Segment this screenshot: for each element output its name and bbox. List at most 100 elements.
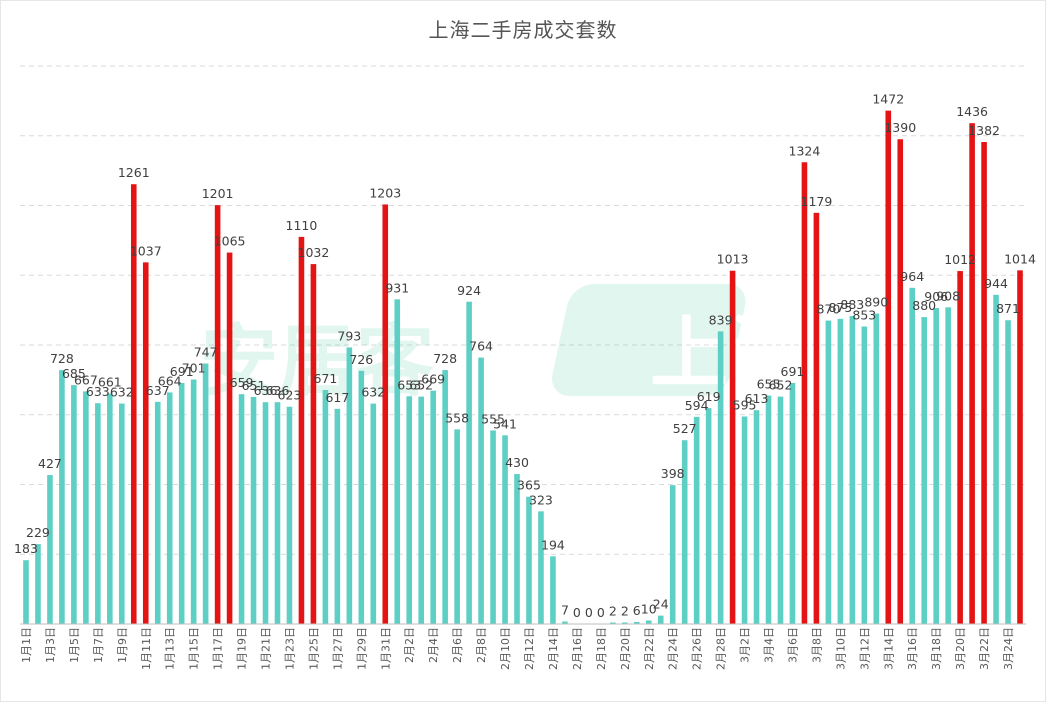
x-tick-label: 1月21日 [260,627,273,670]
x-tick-label: 1月9日 [116,627,129,663]
x-tick-label: 1月25日 [307,627,320,670]
data-label: 685 [62,366,86,381]
x-tick-label: 3月24日 [1002,627,1015,670]
bar-2月25日 [681,440,688,624]
bar-1月18日 [226,252,233,624]
x-tick-label: 2月20日 [619,627,632,670]
bar-2月11日 [514,474,520,624]
bar-1月23日 [286,406,293,624]
data-label: 323 [529,492,553,507]
bar-3月5日 [777,396,784,624]
data-label: 875 [828,300,852,315]
bar-2月8日 [478,357,484,624]
x-tick-label: 2月26日 [691,627,704,670]
x-tick-label: 1月13日 [164,627,177,670]
x-tick-label: 1月11日 [140,627,153,670]
x-tick-label: 2月2日 [403,627,416,663]
data-label: 669 [421,372,445,387]
data-label: 652 [409,378,433,393]
data-label: 667 [74,372,98,387]
x-tick-label: 3月4日 [763,627,776,663]
x-tick-label: 1月7日 [92,627,105,663]
data-label: 229 [26,525,50,540]
data-label: 728 [50,351,74,366]
bar-2月7日 [466,301,472,624]
data-label: 1179 [801,194,833,209]
data-label: 398 [661,466,685,481]
data-label: 194 [541,537,565,552]
data-label: 1032 [298,245,330,260]
bar-1月13日 [166,392,173,624]
bar-2月12日 [526,496,532,624]
bar-3月9日 [825,320,832,624]
data-label: 2 [609,604,617,619]
bar-3月18日 [933,308,939,624]
bar-1月2日 [35,544,41,624]
bar-1月22日 [274,402,281,624]
bar-3月15日 [897,139,904,625]
data-label: 691 [170,364,194,379]
bar-3月19日 [945,307,951,624]
data-label: 1203 [369,185,401,200]
bar-3月21日 [969,123,975,624]
x-tick-label: 2月22日 [643,627,656,670]
bar-3月17日 [921,317,927,624]
bar-3月13日 [873,313,880,624]
x-tick-label: 1月27日 [331,627,344,670]
x-tick-label: 3月14日 [882,627,895,670]
bar-2月6日 [454,429,460,624]
data-label: 839 [709,312,733,327]
bar-3月8日 [813,212,820,624]
data-label: 764 [469,339,493,354]
data-label: 24 [653,597,669,612]
bar-3月23日 [993,294,999,624]
bar-2月21日 [633,621,640,624]
bar-3月4日 [765,395,772,624]
bar-3月16日 [909,287,916,624]
bar-2月2日 [406,396,413,624]
bar-2月3日 [418,396,424,624]
bar-1月8日 [107,393,113,624]
data-label: 633 [86,384,110,399]
bar-3月1日 [729,270,736,624]
data-label: 555 [481,411,505,426]
x-tick-label: 2月16日 [571,627,584,670]
bar-3月24日 [1005,320,1011,624]
x-tick-label: 3月2日 [739,627,752,663]
x-tick-label: 2月6日 [451,627,464,663]
gridlines [20,65,1026,555]
x-tick-label: 2月18日 [595,627,608,670]
x-tick-label: 2月4日 [427,627,440,663]
bar-2月14日 [550,556,556,624]
bar-3月11日 [849,316,856,624]
data-label: 659 [230,375,254,390]
bar-2月4日 [430,390,436,624]
data-label: 0 [585,605,593,620]
x-tick-label: 3月10日 [834,627,847,670]
x-tick-label: 2月28日 [715,627,728,670]
data-label: 1472 [872,92,904,107]
bar-3月22日 [981,142,987,624]
bar-1月28日 [346,347,353,624]
data-label: 0 [597,605,605,620]
data-label: 870 [816,302,840,317]
x-tick-label: 2月24日 [667,627,680,670]
bar-1月3日 [47,475,53,624]
data-label: 653 [397,377,421,392]
bar-1月24日 [298,236,305,624]
bar-1月27日 [334,408,341,624]
data-label: 691 [781,364,805,379]
x-tick-label: 3月22日 [978,627,991,670]
x-tick-label: 1月23日 [283,627,296,670]
bar-1月9日 [119,403,125,624]
data-label: 871 [996,301,1020,316]
bar-1月5日 [71,385,77,624]
data-label: 527 [673,421,697,436]
x-tick-label: 1月17日 [212,627,225,670]
data-label: 1324 [789,143,821,158]
x-tick-label: 3月18日 [930,627,943,670]
bar-2月10日 [502,435,508,624]
bar-1月15日 [190,379,197,624]
data-label: 1012 [944,252,976,267]
